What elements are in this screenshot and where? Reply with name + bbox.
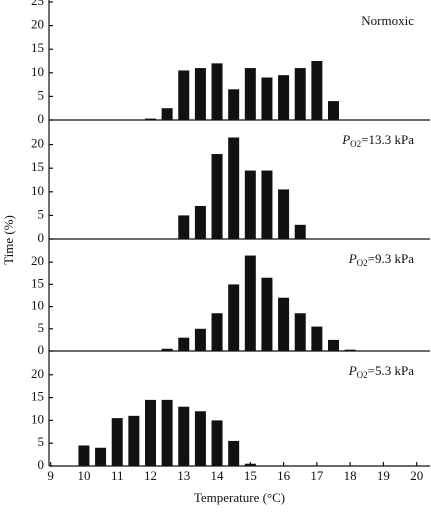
- bar: [78, 445, 90, 466]
- panel-label: Normoxic: [361, 13, 414, 28]
- y-tick-label: 25: [31, 0, 44, 8]
- y-tick-label: 20: [31, 366, 44, 381]
- y-tick-label: 0: [38, 111, 45, 126]
- bar: [211, 313, 223, 351]
- label-subscript: O2: [350, 139, 361, 149]
- bar: [294, 313, 306, 351]
- panel-label: PO2=9.3 kPa: [348, 251, 415, 268]
- x-tick-label: 10: [77, 468, 90, 483]
- x-tick-label: 16: [277, 468, 291, 483]
- bar: [144, 399, 156, 466]
- bar: [211, 420, 223, 466]
- y-tick-label: 15: [31, 389, 44, 404]
- y-axis-label: Time (%): [1, 215, 16, 265]
- bar: [161, 348, 173, 351]
- bar: [294, 224, 306, 239]
- bar: [278, 297, 290, 351]
- bar: [161, 399, 173, 466]
- y-tick-label: 15: [31, 40, 44, 55]
- bar: [311, 61, 323, 120]
- bar: [211, 154, 223, 239]
- x-tick-label: 19: [377, 468, 390, 483]
- x-tick-label: 11: [111, 468, 124, 483]
- bar: [261, 77, 273, 120]
- bar: [278, 189, 290, 239]
- bar: [95, 447, 107, 466]
- bar: [328, 101, 340, 120]
- bar: [194, 68, 206, 120]
- bar: [178, 337, 190, 351]
- y-tick-label: 20: [31, 17, 44, 32]
- bar: [161, 108, 173, 120]
- panel-label: PO2=13.3 kPa: [341, 132, 414, 149]
- bar: [311, 326, 323, 351]
- bar: [261, 170, 273, 239]
- label-value: =13.3 kPa: [361, 132, 414, 147]
- y-tick-label: 10: [31, 183, 44, 198]
- x-tick-label: 13: [177, 468, 190, 483]
- y-tick-label: 5: [38, 206, 45, 221]
- y-tick-label: 10: [31, 64, 44, 79]
- x-axis-label: Temperature (°C): [194, 490, 285, 505]
- x-tick-label: 12: [144, 468, 157, 483]
- y-tick-label: 15: [31, 275, 44, 290]
- y-tick-label: 10: [31, 298, 44, 313]
- y-tick-label: 5: [38, 87, 45, 102]
- bar: [111, 418, 123, 466]
- bar: [228, 440, 240, 466]
- bar: [244, 68, 256, 120]
- bar: [128, 415, 140, 466]
- x-tick-label: 15: [244, 468, 257, 483]
- label-subscript: O2: [357, 258, 368, 268]
- y-tick-label: 0: [38, 342, 45, 357]
- bar: [178, 70, 190, 120]
- label-value: =5.3 kPa: [368, 363, 415, 378]
- label-subscript: O2: [357, 370, 368, 380]
- bar: [228, 284, 240, 351]
- x-tick-label: 20: [410, 468, 423, 483]
- y-tick-label: 0: [38, 230, 45, 245]
- panel-label: PO2=5.3 kPa: [348, 363, 415, 380]
- y-tick-label: 5: [38, 320, 45, 335]
- bar: [178, 406, 190, 466]
- label-symbol: P: [348, 251, 357, 266]
- bar: [194, 328, 206, 351]
- x-tick-label: 18: [344, 468, 357, 483]
- label-symbol: P: [348, 363, 357, 378]
- bar: [228, 137, 240, 239]
- x-tick-label: 17: [310, 468, 324, 483]
- bar: [344, 349, 356, 351]
- bar: [278, 75, 290, 120]
- x-tick-label: 9: [47, 468, 54, 483]
- bar: [244, 170, 256, 239]
- label-symbol: P: [341, 132, 350, 147]
- x-tick-label: 14: [211, 468, 225, 483]
- bar: [228, 89, 240, 120]
- y-tick-label: 20: [31, 253, 44, 268]
- y-tick-label: 20: [31, 136, 44, 151]
- bar: [178, 215, 190, 239]
- y-tick-label: 0: [38, 457, 45, 472]
- y-tick-label: 5: [38, 434, 45, 449]
- bar: [144, 118, 156, 120]
- y-tick-label: 10: [31, 411, 44, 426]
- bar: [261, 277, 273, 351]
- bar: [211, 63, 223, 120]
- label-value: =9.3 kPa: [368, 251, 415, 266]
- bar: [328, 339, 340, 351]
- bar: [294, 68, 306, 120]
- bar: [194, 411, 206, 466]
- bar: [244, 255, 256, 351]
- y-tick-label: 15: [31, 159, 44, 174]
- bar: [194, 205, 206, 239]
